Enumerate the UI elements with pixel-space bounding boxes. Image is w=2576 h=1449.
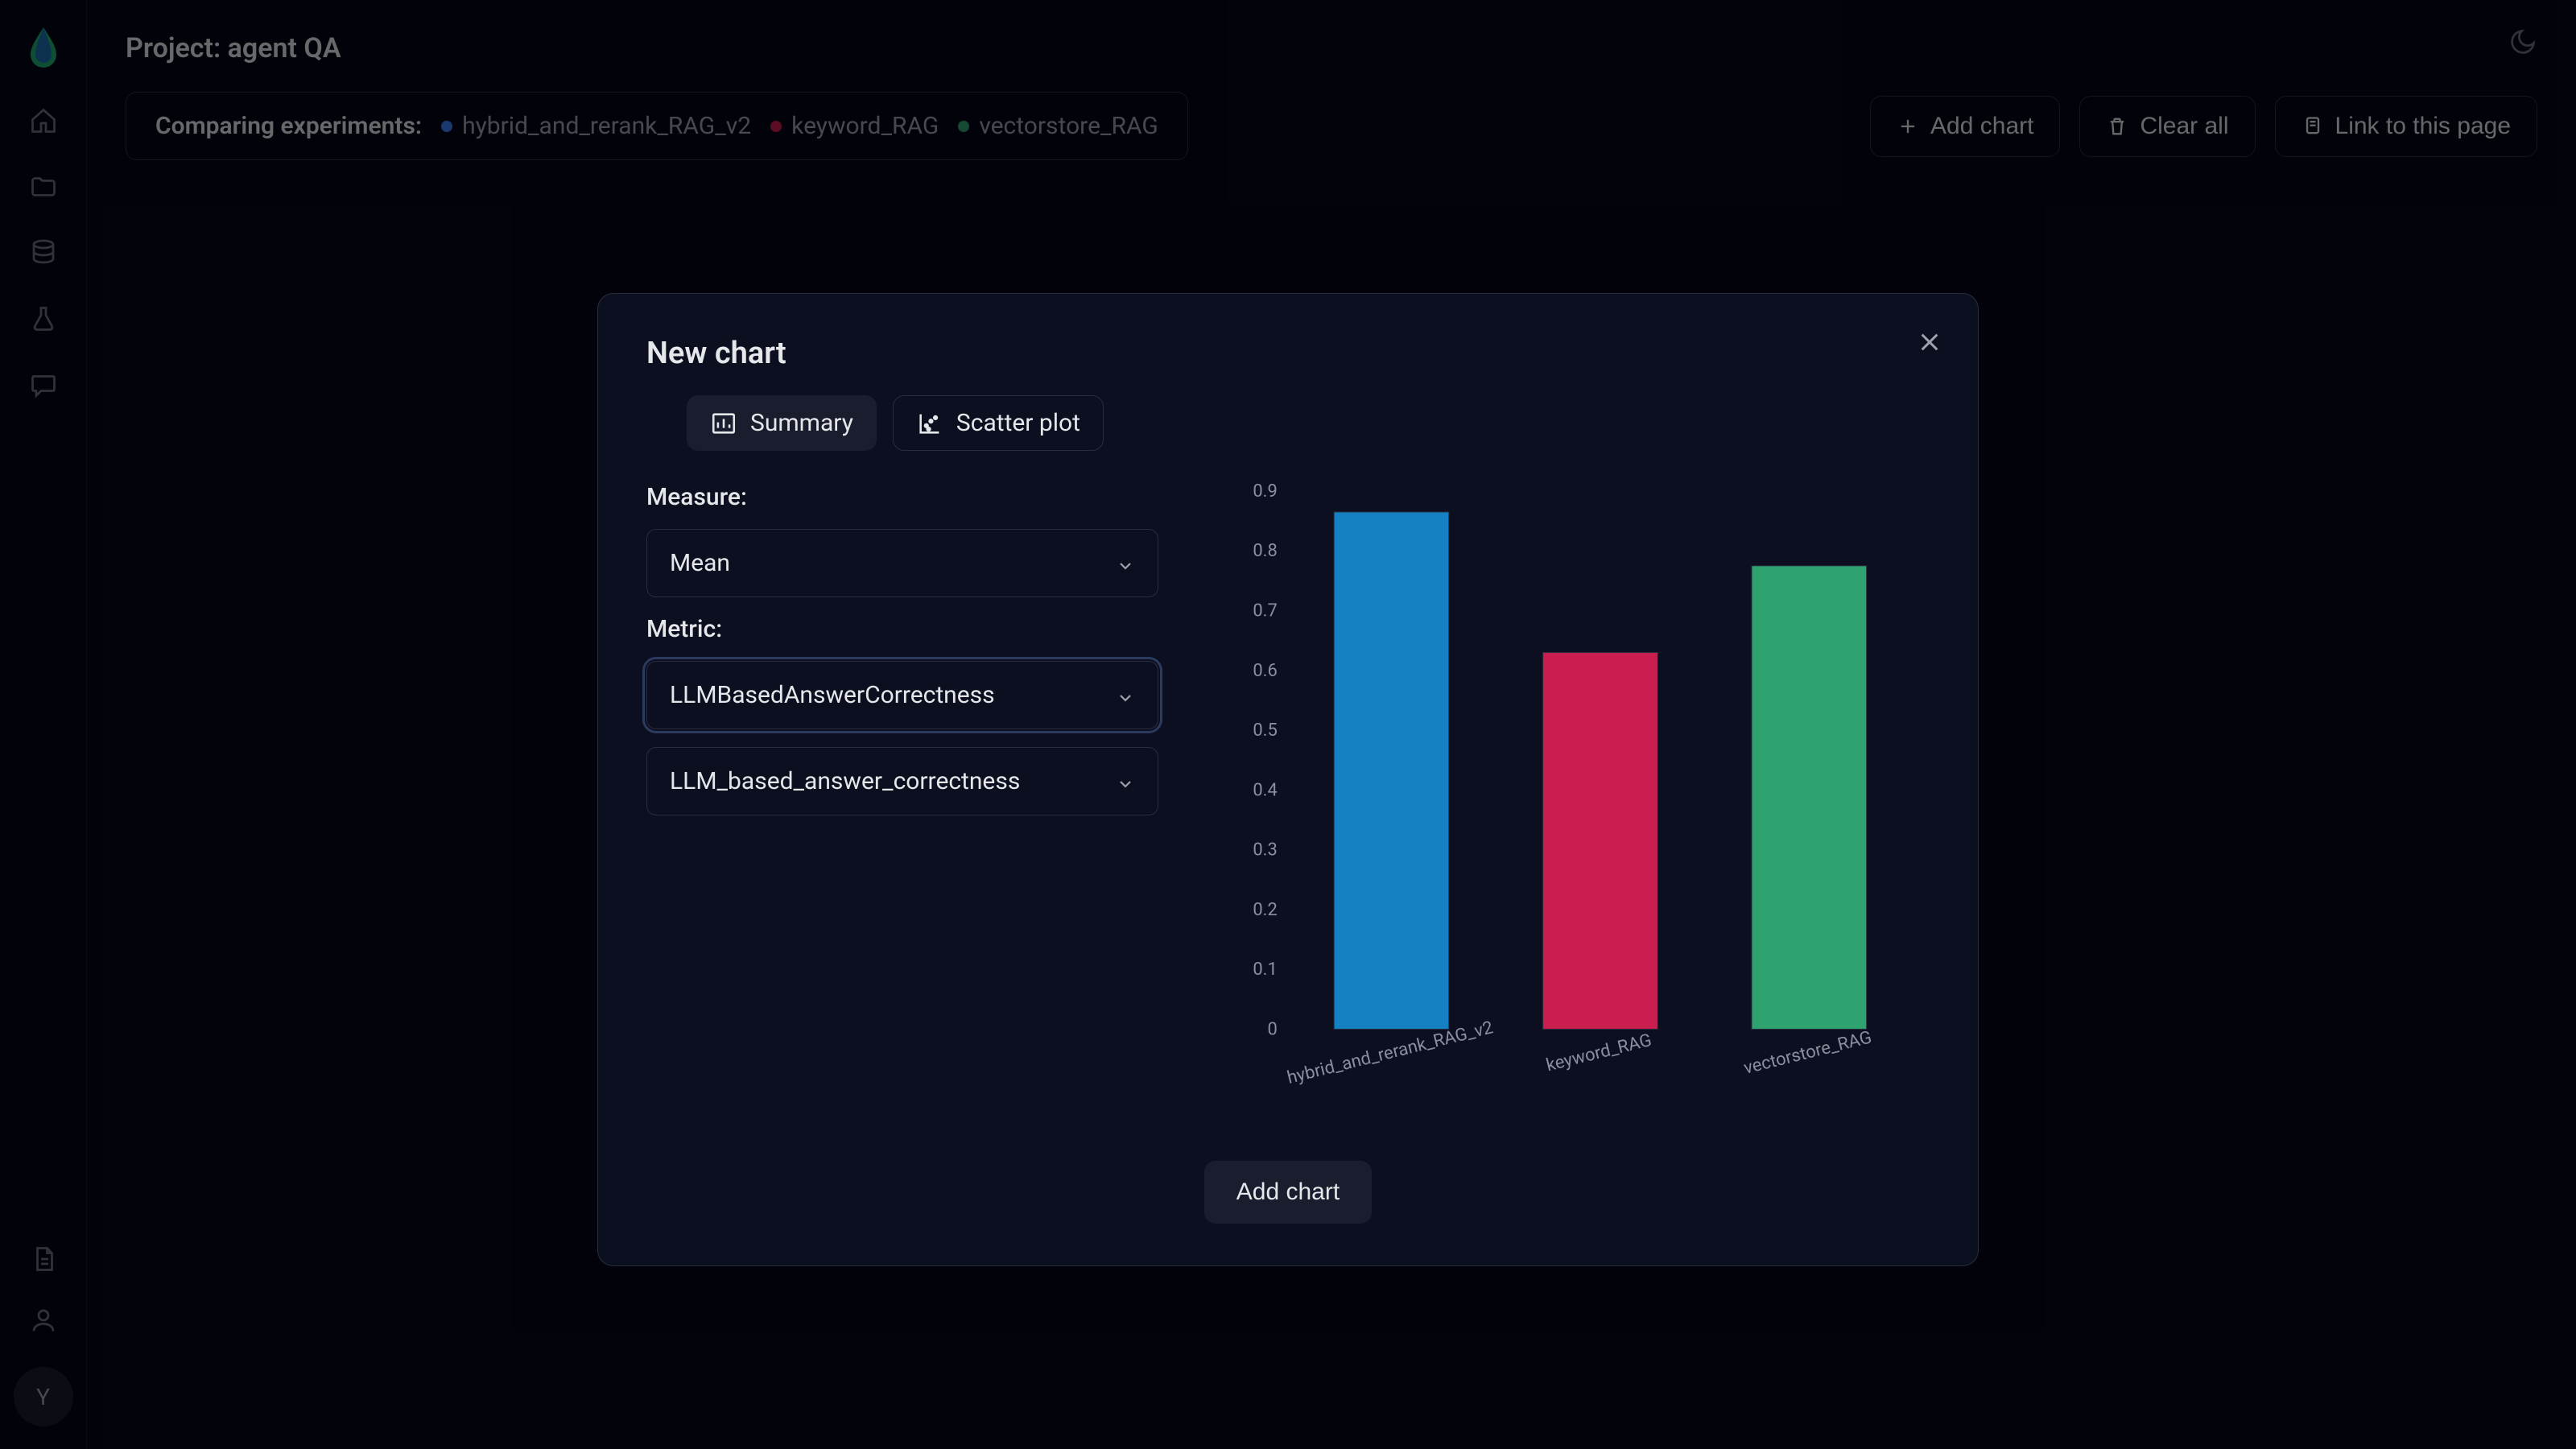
metric-secondary-select[interactable]: LLM_based_answer_correctness [646,747,1158,815]
svg-text:0.3: 0.3 [1253,840,1277,861]
svg-text:vectorstore_RAG: vectorstore_RAG [1742,1027,1874,1079]
svg-text:0.4: 0.4 [1253,780,1277,800]
modal-overlay: New chart Summary Scatter plot Measure: … [0,0,2576,1449]
tab-scatter-plot[interactable]: Scatter plot [893,395,1104,451]
modal-title: New chart [646,336,1930,371]
svg-text:0.6: 0.6 [1253,661,1277,681]
chevron-down-icon [1116,772,1135,791]
svg-text:0.1: 0.1 [1253,960,1277,980]
svg-text:0.9: 0.9 [1253,483,1277,502]
svg-text:0: 0 [1267,1019,1277,1039]
chart-preview: 00.10.20.30.40.50.60.70.80.9hybrid_and_r… [1207,483,1930,1127]
svg-text:keyword_RAG: keyword_RAG [1544,1030,1653,1076]
new-chart-modal: New chart Summary Scatter plot Measure: … [597,293,1979,1266]
add-chart-confirm-button[interactable]: Add chart [1204,1161,1372,1224]
metric-primary-select[interactable]: LLMBasedAnswerCorrectness [646,661,1158,729]
svg-text:0.2: 0.2 [1253,900,1277,920]
tab-summary[interactable]: Summary [687,395,877,451]
chevron-down-icon [1116,686,1135,705]
svg-text:0.7: 0.7 [1253,601,1277,621]
svg-text:0.5: 0.5 [1253,720,1277,741]
svg-text:0.8: 0.8 [1253,541,1277,561]
measure-select[interactable]: Mean [646,529,1158,597]
measure-label: Measure: [646,483,1158,511]
chevron-down-icon [1116,554,1135,573]
close-icon[interactable] [1917,329,1942,355]
metric-label: Metric: [646,615,1158,643]
